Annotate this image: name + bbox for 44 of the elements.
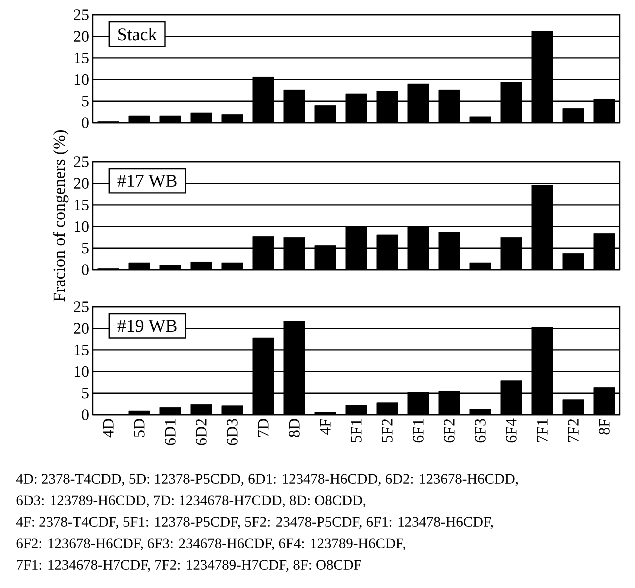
text: 7F1: 1234678-H7CDF, 7F2: 1234789-H7CDF, 8F: O8CDF — [17, 560, 362, 572]
text: #17 WB — [118, 175, 177, 188]
x-tick-label: 5F1 — [351, 419, 362, 442]
x-tick-label: 7F2 — [568, 419, 579, 442]
x-tick-label: 6F4 — [506, 418, 517, 443]
text: 6D3: 123789-H6CDD, 7D: 1234678-H7CDD, 8D: O8CDD, — [16, 496, 366, 508]
y-tick-label: 15 — [74, 52, 89, 64]
x-tick-label: 4D — [103, 419, 114, 438]
y-tick-label: 10 — [74, 74, 89, 86]
y-tick-label: 25 — [74, 10, 89, 20]
x-tick-label: 6F1 — [413, 419, 424, 443]
y-tick-label: 0 — [82, 118, 89, 128]
y-tick-label: 10 — [74, 366, 89, 378]
x-tick-label: 6F2 — [444, 419, 455, 443]
y-tick-label: 0 — [82, 410, 89, 420]
y-tick-label: 0 — [82, 264, 89, 276]
y-tick-label: 20 — [74, 323, 89, 334]
x-tick-label: 5D — [134, 419, 145, 438]
text: 6F2: 123678-H6CDF, 6F3: 234678-H6CDF, 6F4: 123789-H6CDF, — [16, 538, 406, 551]
y-tick-label: 25 — [74, 302, 89, 312]
text: 4D: 2378-T4CDD, 5D: 12378-P5CDD, 6D1: 123478-H6CDD, 6D2: 123678-H6CDD, — [16, 474, 518, 486]
y-tick-label: 5 — [82, 243, 89, 254]
y-tick-label: 25 — [74, 156, 89, 168]
x-tick-label: 8D — [289, 419, 300, 438]
x-tick-label: 7D — [258, 419, 269, 437]
x-tick-label: 6D3 — [227, 419, 238, 446]
y-tick-label: 20 — [74, 178, 89, 189]
x-tick-label: 6D1 — [165, 419, 176, 446]
y-tick-label: 15 — [74, 200, 89, 211]
text: #19 WB — [118, 320, 177, 332]
x-tick-label: 6F3 — [475, 419, 486, 443]
x-tick-label: 6D2 — [196, 419, 207, 446]
x-tick-label: 8F — [599, 419, 610, 435]
y-tick-label: 10 — [74, 221, 89, 232]
x-tick-label: 5F2 — [382, 419, 393, 442]
x-tick-label: 7F1 — [537, 419, 548, 442]
text: 4F: 2378-T4CDF, 5F1: 12378-P5CDF, 5F2: 23478-P5CDF, 6F1: 123478-H6CDF, — [16, 517, 494, 530]
text: Stack — [118, 28, 158, 41]
y-tick-label: 15 — [74, 344, 89, 356]
y-tick-label: 5 — [82, 96, 89, 107]
y-tick-label: 5 — [82, 388, 89, 399]
x-tick-label: 4F — [320, 419, 331, 436]
y-tick-label: 20 — [74, 31, 89, 42]
y-axis-title: Fracion of congeners (%) — [53, 130, 69, 302]
